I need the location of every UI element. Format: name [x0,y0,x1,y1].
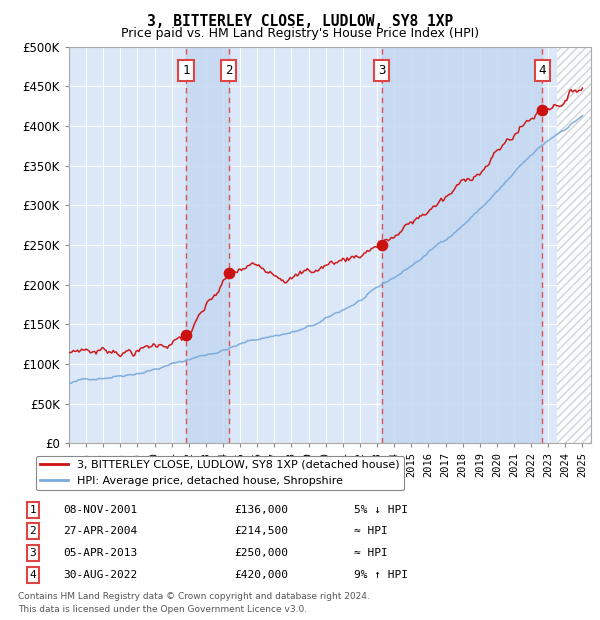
Text: 2: 2 [29,526,37,536]
Text: 3: 3 [378,64,385,77]
Point [377,240,386,250]
Point [538,105,547,115]
Text: 4: 4 [29,570,37,580]
Text: 2: 2 [225,64,232,77]
Text: This data is licensed under the Open Government Licence v3.0.: This data is licensed under the Open Gov… [18,604,307,614]
Text: 3, BITTERLEY CLOSE, LUDLOW, SY8 1XP: 3, BITTERLEY CLOSE, LUDLOW, SY8 1XP [147,14,453,29]
Text: £136,000: £136,000 [234,505,288,515]
Text: 05-APR-2013: 05-APR-2013 [63,548,137,558]
Text: 5% ↓ HPI: 5% ↓ HPI [354,505,408,515]
Bar [186,46,229,443]
Legend: 3, BITTERLEY CLOSE, LUDLOW, SY8 1XP (detached house), HPI: Average price, detach: 3, BITTERLEY CLOSE, LUDLOW, SY8 1XP (det… [35,456,404,490]
Text: 3: 3 [29,548,37,558]
Text: Contains HM Land Registry data © Crown copyright and database right 2024.: Contains HM Land Registry data © Crown c… [18,592,370,601]
Text: ≈ HPI: ≈ HPI [354,548,388,558]
Text: 08-NOV-2001: 08-NOV-2001 [63,505,137,515]
Text: 30-AUG-2022: 30-AUG-2022 [63,570,137,580]
Text: 1: 1 [29,505,37,515]
Text: 1: 1 [182,64,190,77]
Text: 4: 4 [539,64,546,77]
Text: £420,000: £420,000 [234,570,288,580]
Bar [382,46,542,443]
Text: 9% ↑ HPI: 9% ↑ HPI [354,570,408,580]
Text: 27-APR-2004: 27-APR-2004 [63,526,137,536]
Text: £214,500: £214,500 [234,526,288,536]
Point [181,330,191,340]
Text: Price paid vs. HM Land Registry's House Price Index (HPI): Price paid vs. HM Land Registry's House … [121,27,479,40]
Text: £250,000: £250,000 [234,548,288,558]
Text: ≈ HPI: ≈ HPI [354,526,388,536]
Point [224,268,233,278]
